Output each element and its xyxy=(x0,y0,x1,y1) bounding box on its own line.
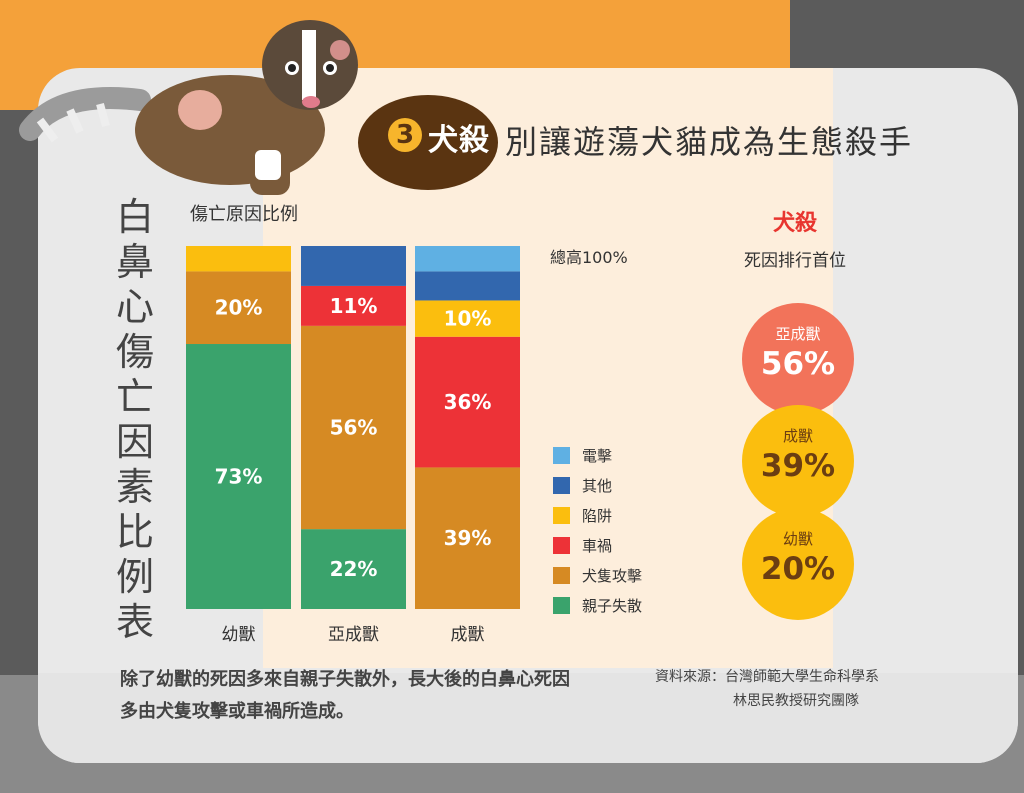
data-label-1-2: 11% xyxy=(330,294,378,318)
ranking-bubble-2: 幼獸 20% xyxy=(742,508,854,620)
total-label: 總高100% xyxy=(550,248,628,267)
legend-swatch xyxy=(553,596,570,614)
legend-item-3: 車禍 xyxy=(553,530,642,560)
bar-segment-2-5 xyxy=(415,246,520,272)
ranking-value: 39% xyxy=(760,448,836,484)
bar-segment-0-3 xyxy=(186,246,291,272)
ranking-label: 亞成獸 xyxy=(775,325,821,343)
ranking-label: 幼獸 xyxy=(782,530,813,548)
legend-item-2: 陷阱 xyxy=(553,500,642,530)
source-credit: 資料來源：台灣師範大學生命科學系 林思民教授研究團隊 xyxy=(655,665,879,713)
legend-swatch xyxy=(553,536,570,554)
legend-item-1: 其他 xyxy=(553,470,642,500)
legend-label: 其他 xyxy=(582,476,613,495)
civet-illustration xyxy=(19,20,358,195)
bar-segment-0-0 xyxy=(186,344,291,609)
ranking-bubble-1: 成獸 39% xyxy=(742,405,854,517)
ranking-label: 成獸 xyxy=(782,427,813,445)
title-badge xyxy=(358,95,498,190)
chart-label: 傷亡原因比例 xyxy=(190,204,298,225)
legend-item-5: 親子失散 xyxy=(553,590,642,620)
legend-label: 犬隻攻擊 xyxy=(582,566,643,585)
ranking-value: 20% xyxy=(760,551,836,587)
bar-segment-1-1 xyxy=(301,325,406,530)
data-label-2-3: 10% xyxy=(444,307,492,331)
ranking-subtitle: 死因排行首位 xyxy=(744,251,846,271)
data-label-0-0: 73% xyxy=(215,465,263,489)
category-label-1: 亞成獸 xyxy=(328,625,379,645)
ranking-title: 犬殺 xyxy=(772,211,817,236)
ranking-value: 56% xyxy=(760,346,836,382)
legend-swatch xyxy=(553,566,570,584)
legend-swatch xyxy=(553,476,570,494)
bar-segment-1-0 xyxy=(301,529,406,609)
legend-swatch xyxy=(553,506,570,524)
ranking-bubble-0: 亞成獸 56% xyxy=(742,303,854,415)
data-label-0-1: 20% xyxy=(215,296,263,320)
bar-segment-2-2 xyxy=(415,336,520,468)
source-line-2: 林思民教授研究團隊 xyxy=(733,693,859,709)
bar-segment-2-4 xyxy=(415,271,520,301)
bar-segment-0-1 xyxy=(186,271,291,345)
legend-item-4: 犬隻攻擊 xyxy=(553,560,642,590)
footnote-text: 除了幼獸的死因多來自親子失散外，長大後的白鼻心死因多由犬隻攻擊或車禍所造成。 xyxy=(120,669,570,722)
category-label-0: 幼獸 xyxy=(222,625,256,645)
legend-swatch xyxy=(553,446,570,464)
title-badge-text: 犬殺 xyxy=(428,123,490,158)
footer-panel xyxy=(38,673,1018,763)
page-title: 別讓遊蕩犬貓成為生態殺手 xyxy=(505,123,914,161)
legend-label: 車禍 xyxy=(582,536,613,555)
bar-segment-2-3 xyxy=(415,300,520,337)
legend-label: 電擊 xyxy=(582,446,613,465)
vertical-title: 白鼻心傷亡因素比例表 xyxy=(115,195,154,644)
bar-segment-1-4 xyxy=(301,246,406,286)
data-label-1-1: 56% xyxy=(330,416,378,440)
data-label-2-2: 36% xyxy=(444,390,492,414)
legend-item-0: 電擊 xyxy=(553,440,642,470)
data-label-2-1: 39% xyxy=(444,526,492,550)
chart-legend: 電擊其他陷阱車禍犬隻攻擊親子失散 xyxy=(553,440,642,620)
category-label-2: 成獸 xyxy=(451,625,485,645)
legend-label: 陷阱 xyxy=(582,506,613,525)
bar-segment-2-1 xyxy=(415,467,520,609)
source-line-1: 資料來源：台灣師範大學生命科學系 xyxy=(655,669,879,685)
bar-segment-1-2 xyxy=(301,285,406,326)
legend-label: 親子失散 xyxy=(582,596,643,615)
data-label-1-0: 22% xyxy=(330,557,378,581)
title-number: 3 xyxy=(388,118,422,152)
